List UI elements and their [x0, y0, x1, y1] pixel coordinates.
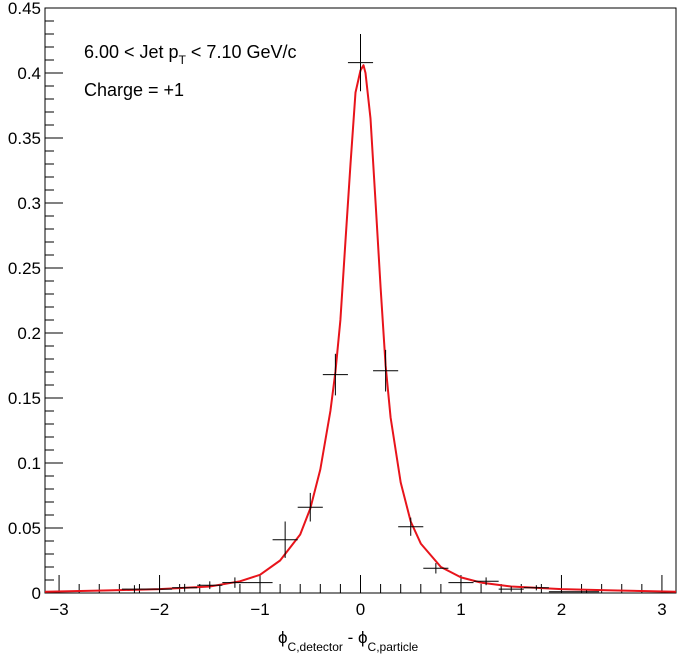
y-tick-label: 0.4 — [17, 64, 41, 83]
data-point — [247, 577, 273, 588]
data-point — [172, 583, 198, 592]
x-axis-title-sub1: C,detector — [288, 640, 343, 654]
annotation-jet-pt-prefix: 6.00 < Jet p — [84, 42, 179, 62]
annotation-jet-pt-suffix: < 7.10 GeV/c — [186, 42, 297, 62]
data-points-layer — [121, 34, 600, 593]
x-axis-title: ϕC,detector - ϕC,particle — [278, 628, 419, 654]
data-point — [322, 353, 348, 396]
x-tick-label: −2 — [150, 600, 169, 619]
fit-curve — [44, 64, 677, 593]
data-point — [448, 578, 474, 587]
y-tick-label: 0.1 — [17, 454, 41, 473]
x-tick-label: −3 — [49, 600, 68, 619]
data-point — [197, 581, 223, 590]
data-point — [498, 586, 524, 592]
x-tick-label: 0 — [356, 600, 365, 619]
data-point — [272, 521, 298, 558]
y-tick-label: 0.35 — [8, 129, 41, 148]
x-tick-label: 1 — [456, 600, 465, 619]
data-point — [423, 563, 449, 574]
data-point — [373, 349, 399, 392]
y-tick-label: 0.2 — [17, 324, 41, 343]
x-axis-title-phi2: ϕ — [358, 628, 368, 647]
data-point — [398, 517, 424, 536]
y-tick-label: 0.05 — [8, 519, 41, 538]
x-tick-label: 2 — [557, 600, 566, 619]
data-point — [523, 585, 549, 591]
data-point — [347, 34, 374, 92]
x-axis-title-sub2: C,particle — [368, 640, 419, 654]
annotation-jet-pt: 6.00 < Jet pT < 7.10 GeV/c — [84, 42, 297, 67]
data-point — [121, 585, 147, 593]
x-axis-title-phi1: ϕ — [278, 628, 288, 647]
annotation-jet-pt-subscript: T — [179, 53, 187, 67]
fit-curve-layer — [44, 64, 677, 593]
data-point — [146, 585, 173, 593]
data-point — [548, 590, 575, 593]
data-point — [222, 577, 248, 588]
y-tick-label: 0.15 — [8, 389, 41, 408]
y-axis-ticks: 0 0.05 0.1 0.15 0.2 0.25 0.3 0.35 0.4 0.45 — [8, 0, 63, 603]
x-tick-label: −1 — [250, 600, 269, 619]
y-tick-label: 0.3 — [17, 194, 41, 213]
data-point — [297, 492, 323, 522]
x-axis-title-sep: - — [343, 628, 358, 647]
y-tick-label: 0.25 — [8, 259, 41, 278]
y-tick-label: 0 — [32, 584, 41, 603]
x-tick-label: 3 — [657, 600, 666, 619]
data-point — [473, 577, 499, 586]
y-tick-label: 0.45 — [8, 0, 41, 18]
x-axis-ticks: −3 −2 −1 0 1 2 3 — [49, 575, 667, 619]
annotation-charge: Charge = +1 — [84, 80, 184, 100]
data-point — [574, 590, 600, 593]
